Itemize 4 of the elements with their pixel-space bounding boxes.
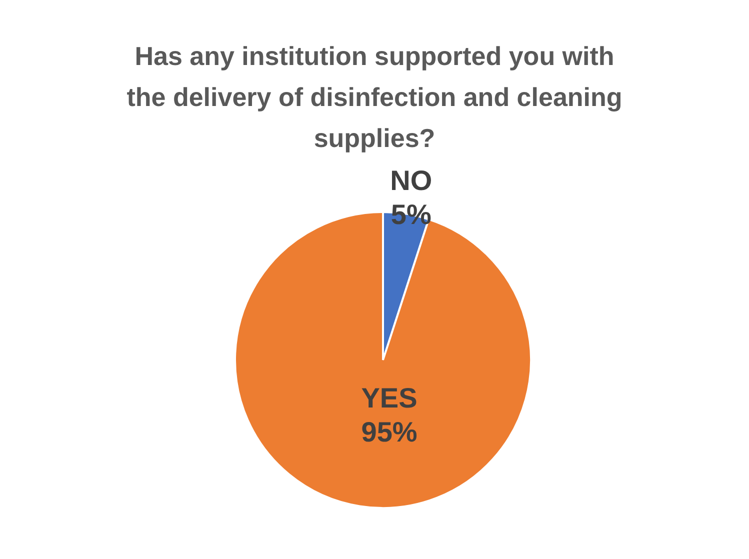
slice-label: YES [361,382,418,414]
slice-label: NO [390,165,432,196]
data-label: 95% [361,416,418,448]
chart-title: Has any institution supported you with the delivery of disinfection and cleaning supplies? [126,41,622,153]
